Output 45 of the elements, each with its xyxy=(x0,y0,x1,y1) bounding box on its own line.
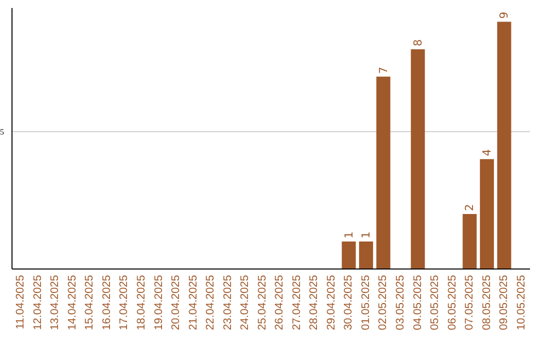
data-label: 4 xyxy=(480,149,494,156)
x-tick-label: 13.04.2025 xyxy=(49,275,62,330)
x-tick-label: 25.04.2025 xyxy=(256,275,268,330)
bar xyxy=(342,242,356,269)
x-tick-label: 23.04.2025 xyxy=(222,275,234,330)
x-tick-label: 24.04.2025 xyxy=(239,275,252,330)
x-tick-label: 12.04.2025 xyxy=(32,275,44,330)
data-label: 1 xyxy=(360,232,373,239)
x-tick-label: 28.04.2025 xyxy=(308,275,320,330)
x-tick-label: 14.04.2025 xyxy=(66,275,78,330)
x-tick-label: 26.04.2025 xyxy=(274,275,286,330)
x-tick-label: 15.04.2025 xyxy=(84,275,96,330)
x-tick-label: 10.05.2025 xyxy=(515,275,528,330)
x-tick-label: 08.05.2025 xyxy=(480,275,493,330)
x-tick-label: 29.04.2025 xyxy=(325,275,338,330)
x-tick-label: 09.05.2025 xyxy=(498,275,510,330)
x-tick-label: 03.05.2025 xyxy=(394,275,406,330)
x-tick-label: 11.04.2025 xyxy=(14,275,27,330)
x-tick-label: 01.05.2025 xyxy=(360,275,372,330)
bar xyxy=(359,242,374,269)
bar xyxy=(410,49,425,269)
data-label: 1 xyxy=(342,232,356,239)
x-tick-label: 27.04.2025 xyxy=(290,275,303,330)
bar xyxy=(462,214,477,269)
x-tick-label: 21.04.2025 xyxy=(187,275,200,330)
data-label: 9 xyxy=(498,12,511,19)
x-tick-label: 04.05.2025 xyxy=(412,275,424,330)
x-tick-label: 02.05.2025 xyxy=(377,275,390,330)
x-tick-label: 22.04.2025 xyxy=(204,275,217,330)
bar xyxy=(376,76,390,269)
data-label: 8 xyxy=(411,39,424,46)
x-tick-label: 30.04.2025 xyxy=(342,275,355,330)
data-label: 2 xyxy=(463,204,476,212)
y-tick-label: 5 xyxy=(0,127,4,136)
x-tick-label: 20.04.2025 xyxy=(170,275,182,330)
x-tick-label: 18.04.2025 xyxy=(136,275,148,330)
bar xyxy=(497,22,512,269)
x-tick-label: 06.05.2025 xyxy=(446,275,458,330)
bar xyxy=(480,159,494,269)
x-tick-label: 19.04.2025 xyxy=(152,275,165,330)
x-tick-label: 05.05.2025 xyxy=(429,275,442,330)
x-tick-label: 17.04.2025 xyxy=(118,275,130,330)
x-tick-label: 07.05.2025 xyxy=(464,275,476,330)
data-label: 7 xyxy=(376,66,390,74)
x-tick-label: 16.04.2025 xyxy=(100,275,113,330)
